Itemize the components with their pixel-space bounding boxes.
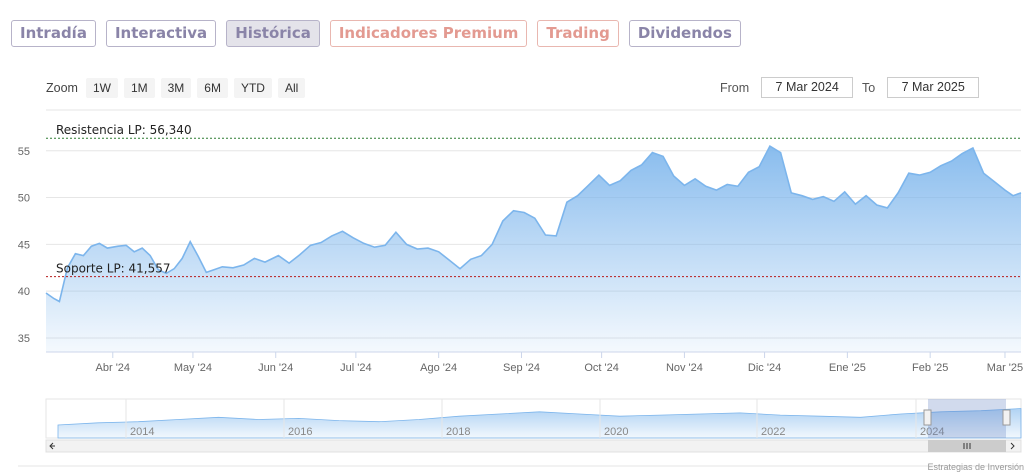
- navigator-right-handle[interactable]: [1002, 409, 1011, 426]
- zoom-ytd-button[interactable]: YTD: [233, 78, 272, 98]
- y-tick-label: 50: [18, 193, 30, 205]
- tab-hist-rica[interactable]: Histórica: [226, 20, 320, 47]
- support-label: Soporte LP: 41,557: [56, 262, 171, 276]
- navigator-year-label: 2022: [761, 426, 785, 438]
- x-tick-label: Oct '24: [584, 362, 619, 374]
- from-label: From: [720, 80, 750, 95]
- x-tick-label: Nov '24: [666, 362, 703, 374]
- zoom-label: Zoom: [46, 81, 78, 95]
- x-tick-label: Abr '24: [96, 362, 131, 374]
- to-label: To: [862, 80, 876, 95]
- y-tick-label: 40: [18, 286, 30, 298]
- price-area: [46, 146, 1021, 352]
- zoom-1w-button[interactable]: 1W: [85, 78, 118, 98]
- x-tick-label: Ene '25: [829, 362, 866, 374]
- navigator-year-label: 2020: [604, 426, 628, 438]
- navigator-year-label: 2024: [920, 426, 944, 438]
- date-range-from: From 7 Mar 2024: [720, 77, 854, 98]
- x-tick-label: May '24: [174, 362, 212, 374]
- x-tick-label: Jul '24: [340, 362, 371, 374]
- chart-credit: Estrategias de Inversión: [927, 462, 1024, 472]
- date-range-to: To 7 Mar 2025: [862, 77, 980, 98]
- scrollbar-track[interactable]: [45, 439, 1022, 453]
- navigator-selection[interactable]: [928, 399, 1006, 438]
- zoom-3m-button[interactable]: 3M: [160, 78, 192, 98]
- price-line: [45, 144, 1022, 303]
- x-tick-label: Feb '25: [912, 362, 948, 374]
- navigator-left-handle[interactable]: [923, 409, 932, 426]
- resistance-label: Resistencia LP: 56,340: [56, 123, 192, 137]
- x-tick-label: Ago '24: [420, 362, 457, 374]
- zoom-all-button[interactable]: All: [277, 78, 306, 98]
- zoom-controls: Zoom 1W 1M 3M 6M YTD All: [46, 78, 311, 98]
- x-tick-label: Jun '24: [258, 362, 293, 374]
- zoom-6m-button[interactable]: 6M: [197, 78, 228, 98]
- scroll-left-arrow-icon[interactable]: [49, 442, 55, 450]
- zoom-1m-button[interactable]: 1M: [123, 78, 155, 98]
- tab-trading[interactable]: Trading: [537, 20, 619, 47]
- navigator-year-label: 2018: [446, 426, 470, 438]
- tab-dividendos[interactable]: Dividendos: [628, 20, 741, 47]
- scroll-right-arrow-icon[interactable]: [1010, 442, 1015, 450]
- tab-intrad-a[interactable]: Intradía: [11, 20, 96, 47]
- y-tick-label: 35: [18, 333, 30, 345]
- tab-interactiva[interactable]: Interactiva: [105, 20, 217, 47]
- navigator-year-label: 2014: [130, 426, 154, 438]
- navigator-series: [57, 408, 1022, 439]
- x-tick-label: Dic '24: [748, 362, 781, 374]
- to-date-input[interactable]: 7 Mar 2025: [887, 77, 980, 98]
- y-tick-label: 55: [18, 146, 30, 158]
- y-tick-label: 45: [18, 239, 30, 251]
- x-tick-label: Mar '25: [987, 362, 1023, 374]
- from-date-input[interactable]: 7 Mar 2024: [761, 77, 854, 98]
- tab-indicadores-premium[interactable]: Indicadores Premium: [329, 20, 528, 47]
- navigator-year-label: 2016: [288, 426, 312, 438]
- tab-bar: Intradía Interactiva Histórica Indicadores …: [11, 20, 741, 47]
- x-tick-label: Sep '24: [503, 362, 540, 374]
